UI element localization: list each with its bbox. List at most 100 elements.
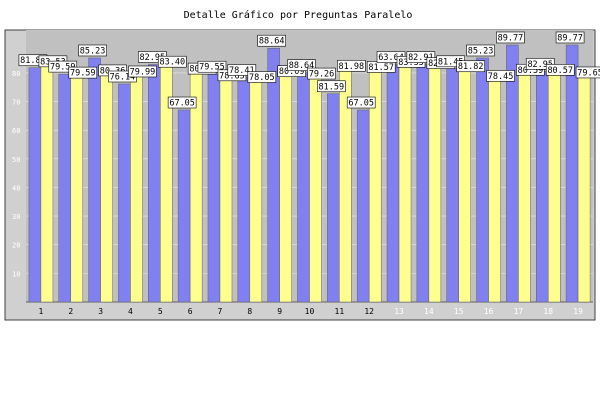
data-label: 81.98 (337, 59, 366, 72)
x-tick-label: 11 (335, 307, 345, 316)
data-label-box (496, 31, 525, 44)
x-tick-label: 15 (454, 307, 464, 316)
y-axis-ticks: 10 20 30 40 50 60 70 80 (12, 70, 20, 278)
x-tick-label: 8 (247, 307, 252, 316)
bar-series-b (100, 71, 113, 303)
chart-title: Detalle Gráfico por Preguntas Paralelo (184, 9, 413, 21)
bar-series-a (386, 64, 400, 303)
data-label: 89.77 (555, 31, 585, 44)
data-label-text: 81.82 (20, 56, 46, 66)
bar-series-b (428, 64, 442, 303)
data-label-text: 76.14 (110, 72, 136, 82)
data-labels: 81.8283.5379.5979.5985.2380.3676.1479.99… (18, 31, 600, 109)
data-label-box (545, 64, 575, 76)
data-label-text: 89.77 (557, 33, 583, 43)
data-label: 79.55 (197, 60, 227, 73)
data-label-text: 81.59 (319, 82, 345, 92)
data-label-text: 80.57 (547, 66, 573, 76)
data-label-box (525, 58, 555, 70)
x-tick-label: 5 (158, 307, 163, 316)
data-label: 79.99 (128, 65, 157, 78)
data-label-text: 85.23 (80, 46, 106, 56)
bar-series-b (219, 76, 233, 303)
bar-series-b (309, 74, 322, 303)
data-label: 88.64 (287, 59, 316, 71)
data-label-box (197, 60, 227, 73)
data-label-box (247, 71, 277, 83)
data-label: 81.82 (456, 60, 486, 73)
y-tick-label: 70 (12, 99, 20, 107)
x-tick-label: 17 (514, 307, 524, 316)
data-label-text: 81.45 (438, 57, 464, 67)
x-tick-label: 13 (394, 307, 404, 316)
bar-series-a (356, 109, 370, 303)
bar-series-a (148, 64, 161, 303)
bar-series-a (267, 47, 280, 303)
bar-series-a (535, 71, 549, 303)
data-label-text: 88.64 (259, 37, 285, 47)
x-tick-label: 12 (364, 307, 374, 316)
x-tick-label: 9 (277, 307, 282, 316)
bar-series-b (518, 71, 531, 303)
data-label-box (257, 34, 286, 47)
x-tick-label: 4 (128, 307, 133, 316)
bar-series-a (58, 73, 72, 303)
bar-series-b (577, 73, 591, 303)
data-label: 78.41 (227, 64, 257, 76)
data-label: 79.59 (48, 60, 78, 73)
data-label-box (486, 70, 515, 82)
data-label: 82.95 (525, 58, 555, 70)
y-tick-label: 60 (12, 127, 20, 135)
bar-series-a (565, 44, 579, 303)
x-tick-label: 3 (98, 307, 103, 316)
data-label-text: 67.05 (169, 99, 195, 109)
x-tick-label: 7 (218, 307, 223, 316)
data-label-box (317, 80, 346, 93)
bar-series-a (177, 109, 191, 303)
data-label-text: 79.99 (130, 67, 156, 77)
data-label-text: 78.45 (488, 72, 514, 82)
data-label: 83.40 (157, 55, 187, 68)
data-label-text: 81.57 (368, 63, 394, 73)
x-tick-label: 14 (424, 307, 434, 316)
bar-series-a (207, 73, 221, 303)
data-label-box (128, 65, 157, 78)
data-label-text: 83.40 (159, 58, 185, 68)
y-tick-label: 50 (12, 156, 20, 164)
data-label-box (227, 64, 257, 76)
bar-series-a (118, 83, 131, 303)
x-tick-label: 6 (188, 307, 193, 316)
data-label-text: 78.65 (219, 71, 245, 81)
y-tick-label: 40 (12, 184, 20, 192)
data-label-box (466, 44, 495, 57)
bar-series-b (40, 62, 54, 303)
data-label-text: 80.59 (518, 66, 544, 76)
data-label-text: 79.59 (50, 63, 76, 73)
data-label: 79.59 (68, 66, 98, 79)
data-label-text: 79.59 (70, 69, 96, 79)
data-label: 88.64 (257, 34, 286, 47)
data-label-box (555, 31, 585, 44)
data-label-text: 82.95 (139, 53, 165, 63)
data-label: 81.57 (366, 61, 396, 73)
data-label-box (346, 96, 376, 109)
bar-series-a (327, 93, 340, 303)
y-tick-label: 80 (12, 70, 20, 78)
bar-series-a (297, 72, 310, 303)
data-label-box (337, 59, 366, 72)
data-label: 85.23 (466, 44, 495, 57)
data-label-box (456, 60, 486, 73)
data-label: 80.57 (545, 64, 575, 76)
data-label-text: 81.98 (339, 62, 365, 72)
data-label-text: 85.23 (468, 46, 494, 56)
data-label-text: 82.91 (408, 53, 434, 63)
x-tick-label: 10 (305, 307, 315, 316)
bar-series-b (130, 72, 143, 303)
data-label-box (307, 67, 336, 80)
data-label-text: 67.05 (348, 99, 374, 109)
data-label: 85.23 (78, 44, 107, 56)
data-label: 79.26 (307, 67, 336, 80)
data-label-box (68, 66, 98, 79)
bar-series-b (398, 63, 412, 303)
